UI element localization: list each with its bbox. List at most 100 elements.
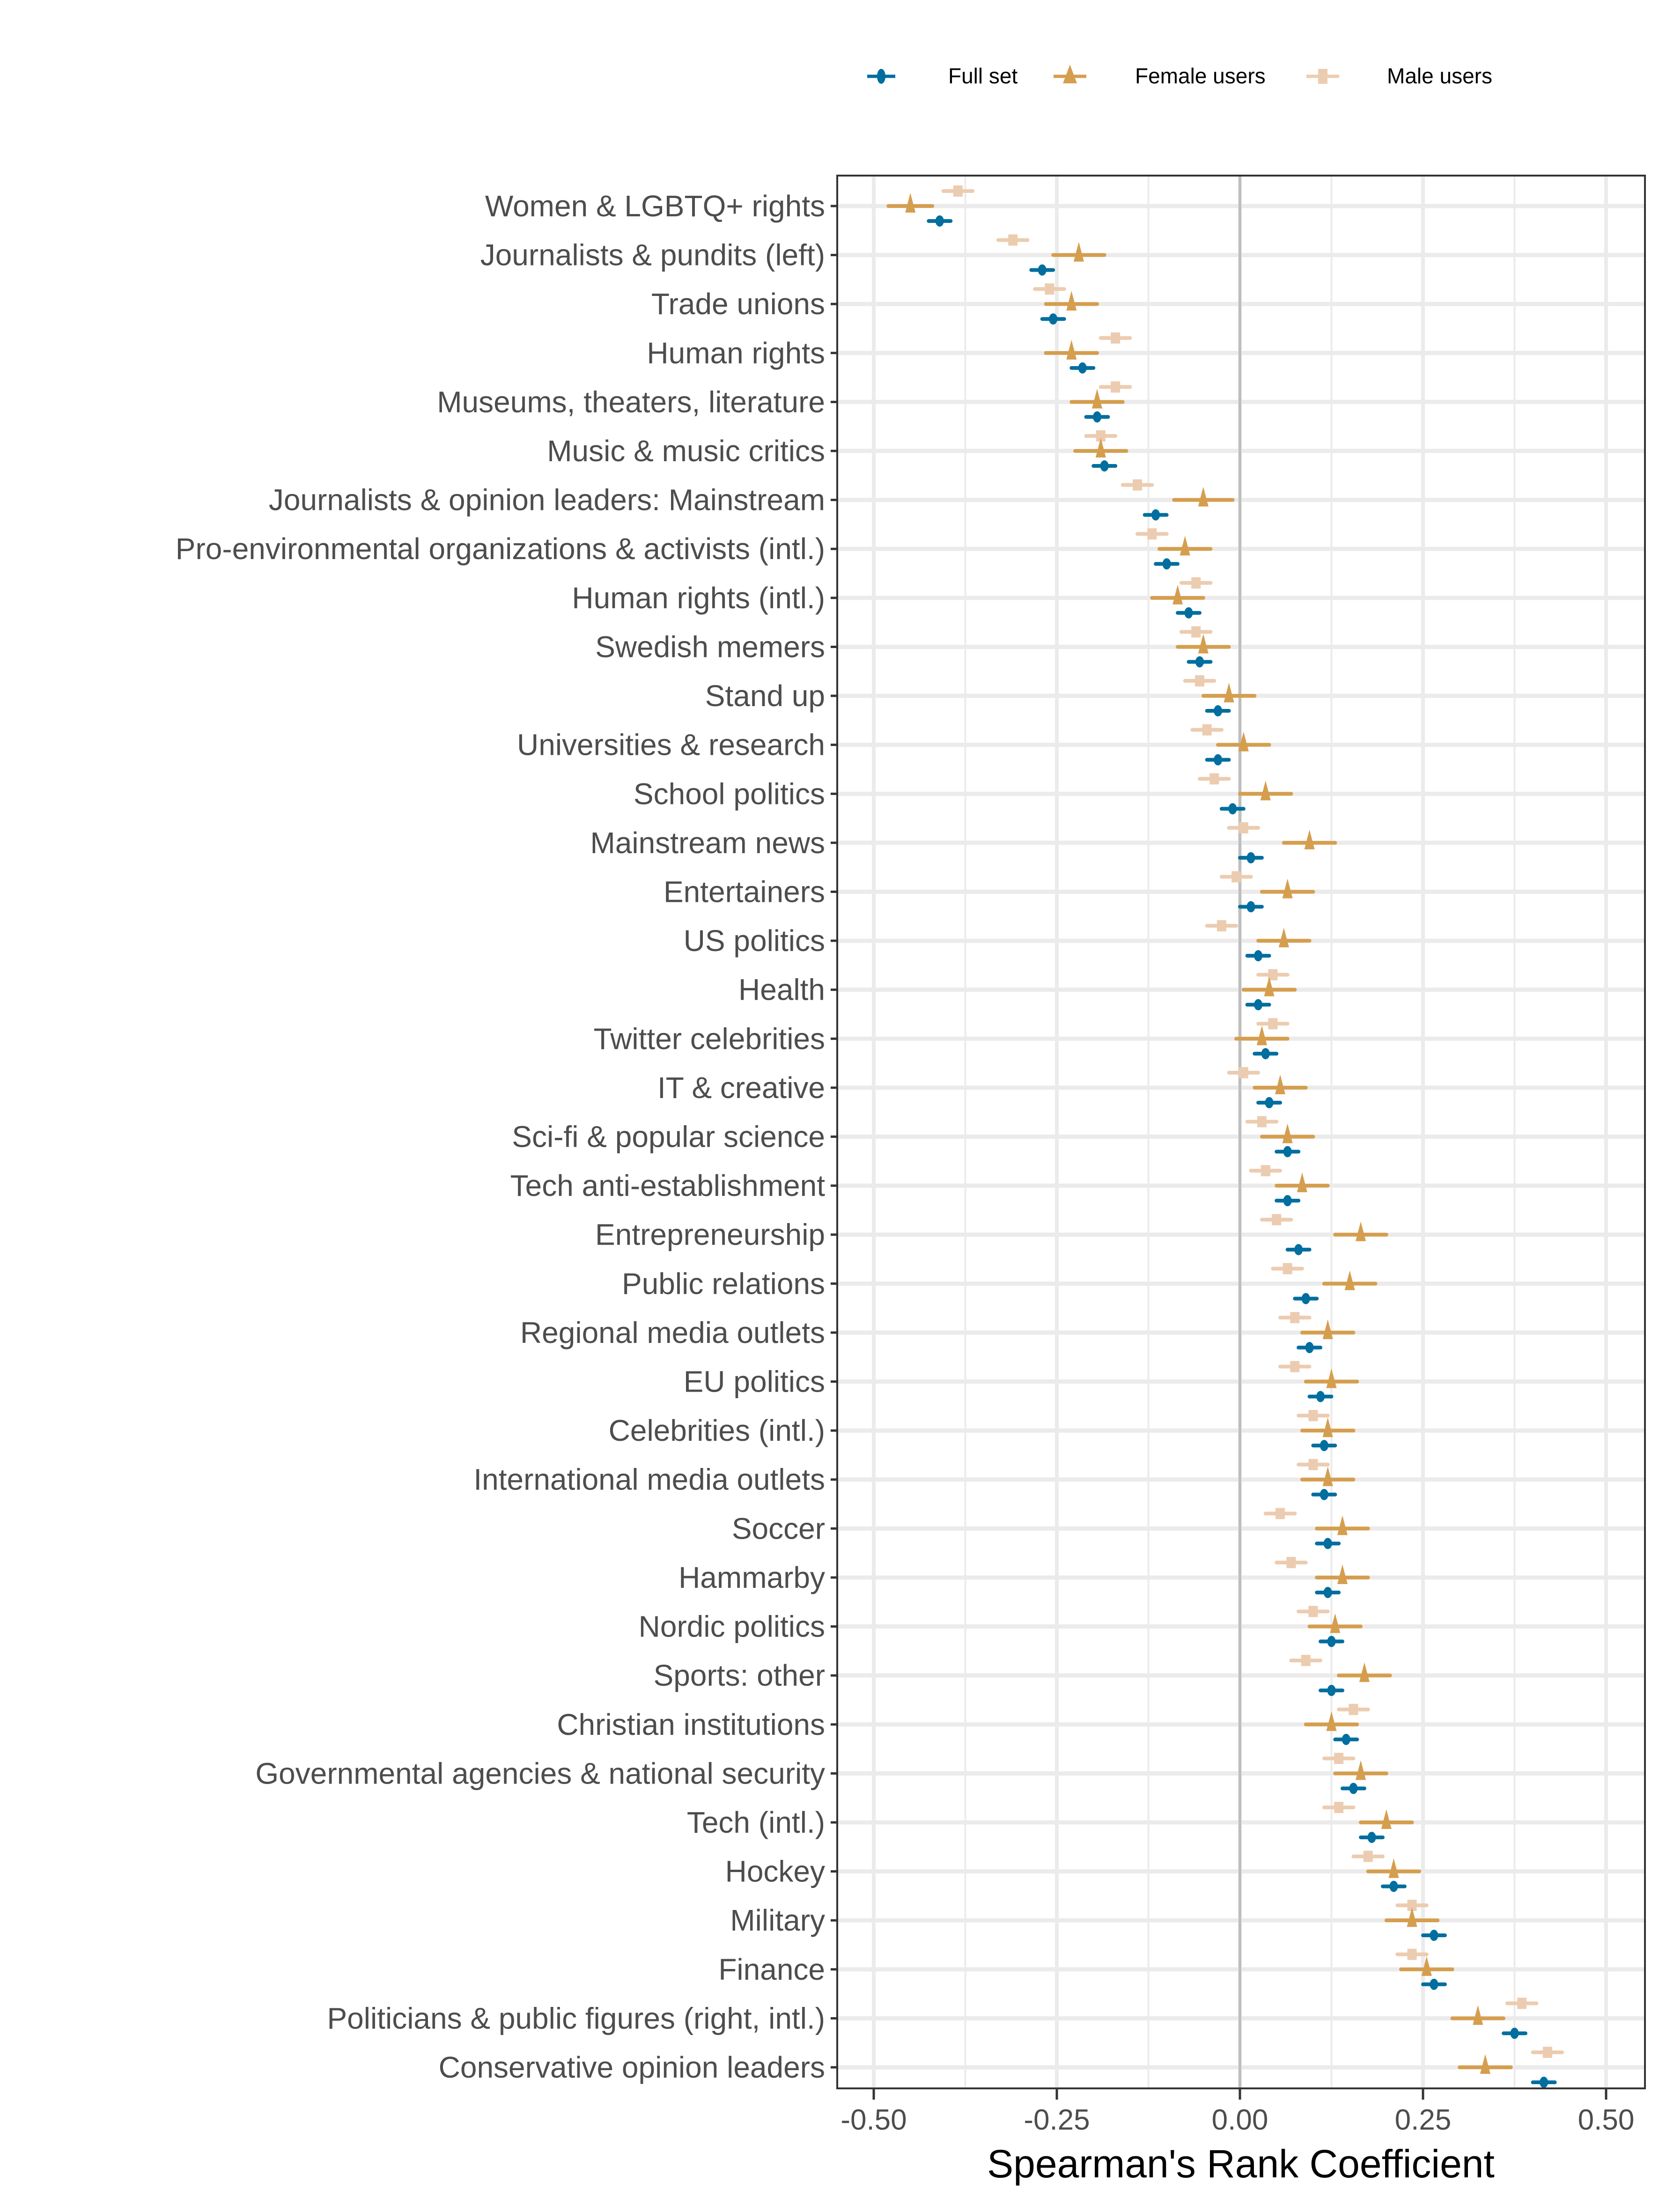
point-female-users (1458, 2054, 1513, 2074)
marker-triangle (1238, 731, 1249, 752)
marker-triangle (1092, 389, 1103, 409)
point-female-users (1044, 339, 1099, 360)
y-tick-label: Hammarby (678, 1561, 825, 1594)
marker-square (1308, 1410, 1318, 1422)
point-full-set (927, 215, 953, 227)
marker-square (1290, 1361, 1300, 1372)
marker-square (1133, 479, 1143, 491)
marker-triangle (1224, 683, 1234, 703)
marker-circle (1294, 1244, 1303, 1255)
y-tick-label: US politics (684, 924, 825, 958)
y-tick-label: Twitter celebrities (594, 1022, 825, 1055)
point-male-users (1219, 871, 1253, 883)
marker-square (953, 185, 963, 197)
point-male-users (1245, 1116, 1279, 1128)
y-tick-label: Journalists & pundits (left) (480, 238, 825, 272)
marker-square (1290, 1312, 1300, 1323)
marker-triangle (1322, 1319, 1333, 1339)
point-female-users (1253, 1074, 1308, 1094)
marker-square (1202, 724, 1212, 736)
marker-circle (1162, 558, 1171, 570)
point-full-set (1069, 362, 1096, 374)
point-male-users (941, 185, 975, 197)
marker-triangle (1066, 291, 1077, 311)
marker-triangle (1326, 1711, 1337, 1731)
point-male-users (1227, 1067, 1261, 1078)
point-male-users (1297, 1459, 1330, 1470)
y-tick-label: Women & LGBTQ+ rights (485, 189, 825, 223)
y-tick-label: Entertainers (664, 875, 825, 908)
marker-circle (1246, 852, 1255, 863)
point-female-users (1366, 1858, 1422, 1878)
x-tick-label: 0.50 (1578, 2104, 1635, 2136)
y-tick-label: Hockey (725, 1855, 825, 1888)
marker-circle (1254, 950, 1263, 962)
point-male-users (1289, 1655, 1323, 1666)
point-female-users (1322, 1270, 1378, 1290)
y-tick-label: Journalists & opinion leaders: Mainstrea… (269, 483, 825, 517)
point-full-set (1315, 1586, 1341, 1598)
marker-circle (1038, 264, 1047, 276)
marker-triangle (1326, 1368, 1337, 1388)
point-female-users (1307, 1613, 1363, 1633)
marker-circle (1323, 1586, 1332, 1598)
marker-triangle (1198, 487, 1209, 507)
point-female-users (886, 193, 935, 213)
marker-triangle (1260, 781, 1271, 801)
marker-triangle (1180, 536, 1190, 556)
y-tick-label: Finance (718, 1953, 825, 1986)
point-full-set (1297, 1342, 1323, 1353)
point-female-users (1172, 487, 1235, 507)
marker-square (1334, 1753, 1344, 1764)
point-female-users (1359, 1809, 1414, 1829)
legend-marker-triangle (1063, 65, 1077, 83)
legend-item-female-users: Female users (1054, 64, 1266, 88)
point-full-set (1531, 2077, 1557, 2088)
marker-triangle (1297, 1172, 1307, 1193)
marker-triangle (1330, 1613, 1341, 1633)
marker-triangle (1073, 242, 1084, 262)
point-full-set (1238, 901, 1264, 913)
point-female-users (1051, 242, 1106, 262)
data-marks (886, 185, 1564, 2088)
point-female-users (1333, 1221, 1388, 1241)
point-full-set (1205, 754, 1231, 766)
y-tick-label: Politicians & public figures (right, int… (327, 2001, 825, 2035)
marker-square (1096, 430, 1106, 442)
marker-circle (1327, 1636, 1336, 1647)
marker-triangle (1421, 1956, 1432, 1976)
point-male-users (996, 234, 1030, 246)
y-tick-label: Tech anti-establishment (510, 1169, 826, 1202)
y-tick-label: Health (738, 973, 825, 1007)
y-tick-label: Soccer (732, 1512, 825, 1545)
y-tick-label: Nordic politics (639, 1610, 825, 1644)
marker-square (1268, 1018, 1278, 1030)
point-female-users (1241, 976, 1297, 996)
marker-square (1231, 871, 1241, 883)
marker-triangle (905, 193, 916, 213)
marker-circle (1510, 2028, 1519, 2039)
marker-square (1194, 675, 1204, 687)
marker-circle (1246, 901, 1255, 913)
marker-square (1542, 2047, 1552, 2058)
legend-item-full-set: Full set (867, 64, 1018, 88)
point-full-set (1307, 1391, 1334, 1402)
y-tick-label: Entrepreneurship (595, 1218, 825, 1252)
marker-square (1308, 1606, 1318, 1617)
marker-square (1283, 1263, 1292, 1275)
point-female-users (1315, 1515, 1370, 1535)
marker-triangle (1322, 1466, 1333, 1486)
point-full-set (1333, 1733, 1359, 1745)
point-full-set (1421, 1930, 1447, 1941)
point-male-users (1249, 1165, 1283, 1177)
point-male-users (1297, 1410, 1330, 1422)
marker-circle (1367, 1831, 1376, 1843)
marker-circle (1078, 362, 1087, 374)
y-tick-label: IT & creative (657, 1071, 825, 1105)
point-female-users (1384, 1907, 1440, 1927)
y-tick-label: Regional media outlets (520, 1316, 825, 1349)
y-tick-label: International media outlets (473, 1463, 825, 1497)
y-tick-label: Conservative opinion leaders (439, 2050, 825, 2084)
